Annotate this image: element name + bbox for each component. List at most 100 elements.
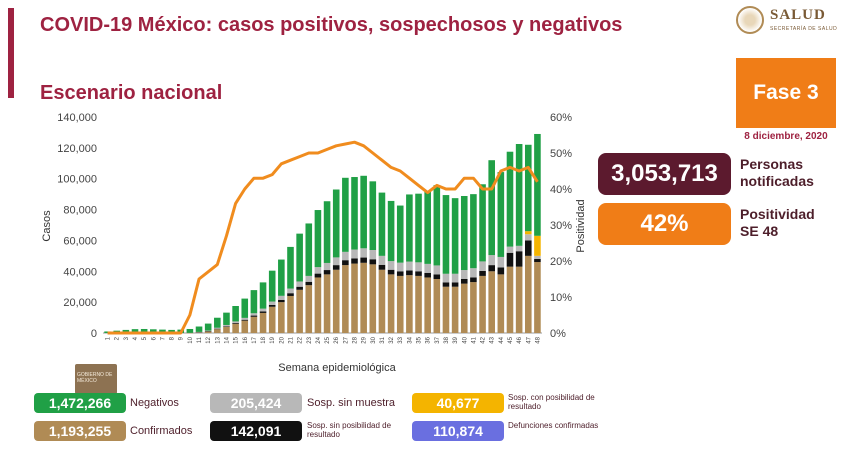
y2-tick-label: 20%	[550, 256, 572, 268]
x-tick-label: 12	[206, 336, 212, 343]
bar-segment	[442, 195, 450, 274]
x-tick-label: 16	[243, 336, 249, 343]
x-axis-label: Semana epidemiológica	[278, 362, 396, 374]
y-tick-label: 80,000	[63, 205, 97, 217]
bar-segment	[406, 194, 413, 262]
bar-segment	[278, 302, 285, 333]
bar-segment	[351, 249, 358, 259]
bar-segment	[378, 264, 386, 270]
bar-segment	[479, 184, 486, 262]
x-tick-label: 1	[106, 336, 112, 340]
bar-segment	[479, 270, 486, 276]
x-tick-label: 31	[380, 336, 386, 343]
bar-segment	[369, 181, 377, 250]
bar-segment	[195, 331, 203, 333]
bar-segment	[332, 257, 340, 266]
bar-segment	[323, 270, 331, 275]
bar-segment	[415, 193, 422, 263]
y-tick-label: 0	[91, 328, 97, 340]
y2-tick-label: 40%	[550, 184, 572, 196]
x-tick-label: 18	[261, 336, 267, 343]
bar-segment	[259, 308, 267, 312]
bar-segment	[305, 223, 313, 276]
bar-segment	[278, 299, 285, 303]
x-tick-label: 4	[133, 336, 139, 340]
bar-segment	[378, 255, 386, 265]
legend-no-possible-label: Sosp. sin posibilidad de resultado	[307, 421, 392, 439]
bar-segment	[424, 263, 431, 273]
x-tick-label: 36	[426, 336, 432, 343]
x-tick-label: 33	[398, 336, 404, 343]
title-accent-bar	[8, 8, 14, 98]
bar-segment	[305, 275, 313, 282]
bar-segment	[369, 264, 377, 333]
x-tick-label: 11	[197, 336, 203, 343]
x-tick-label: 45	[508, 336, 514, 343]
bar-segment	[351, 263, 358, 333]
bar-segment	[223, 312, 230, 325]
bar-segment	[506, 252, 514, 267]
bar-segment	[131, 329, 139, 333]
x-tick-label: 3	[124, 336, 130, 340]
bar-segment	[250, 313, 258, 316]
x-tick-label: 28	[353, 336, 359, 343]
x-tick-label: 41	[471, 336, 477, 343]
notified-label: Personas notificadas	[740, 156, 814, 189]
x-tick-label: 13	[215, 336, 221, 343]
x-tick-label: 10	[188, 336, 194, 343]
bar-segment	[296, 233, 303, 282]
bar-segment	[204, 330, 212, 332]
bar-segment	[433, 274, 441, 279]
bar-segment	[424, 272, 431, 278]
legend-no-possible-value: 142,091	[210, 421, 302, 441]
bar-segment	[488, 265, 495, 272]
bar-segment	[278, 295, 285, 300]
bar-segment	[150, 329, 157, 333]
bar-segment	[479, 261, 486, 271]
bar-segment	[232, 323, 239, 333]
phase-badge: Fase 3	[736, 58, 836, 128]
x-tick-label: 30	[371, 336, 377, 343]
bar-segment	[223, 324, 230, 327]
bar-segment	[524, 255, 532, 333]
bar-segment	[470, 277, 477, 283]
bar-segment	[195, 332, 203, 333]
x-tick-label: 46	[517, 336, 523, 343]
bar-segment	[506, 246, 514, 253]
legend-confirmed-value: 1,193,255	[34, 421, 126, 441]
y2-tick-label: 60%	[550, 112, 572, 124]
bar-segment	[387, 269, 395, 275]
bar-segment	[488, 160, 495, 256]
bar-segment	[268, 306, 276, 333]
bar-segment	[460, 279, 468, 284]
bar-segment	[323, 274, 331, 333]
bar-segment	[287, 288, 294, 294]
y2-tick-label: 50%	[550, 148, 572, 160]
y2-axis-label: Positividad	[575, 199, 587, 252]
y-tick-label: 100,000	[57, 174, 97, 186]
bar-segment	[204, 331, 212, 332]
y-tick-label: 140,000	[57, 112, 97, 124]
bar-segment	[515, 144, 523, 246]
bar-segment	[122, 329, 130, 333]
legend-confirmed-label: Confirmados	[130, 425, 193, 437]
legend-negatives-value: 1,472,266	[34, 393, 126, 413]
legend-negatives-label: Negativos	[130, 397, 179, 409]
bar-segment	[497, 172, 505, 257]
bar-segment	[396, 271, 404, 276]
x-tick-label: 5	[142, 336, 148, 340]
x-tick-label: 8	[170, 336, 176, 340]
bar-segment	[250, 315, 258, 317]
bar-segment	[323, 262, 331, 271]
legend-no-sample-label: Sosp. sin muestra	[307, 397, 396, 409]
bar-segment	[524, 144, 532, 232]
bar-segment	[488, 255, 495, 266]
bar-segment	[534, 262, 541, 333]
bar-segment	[470, 268, 477, 278]
bar-segment	[497, 256, 505, 268]
bar-segment	[515, 251, 523, 267]
bar-segment	[332, 189, 340, 258]
eagle-seal-icon	[736, 6, 764, 34]
bar-segment	[278, 259, 285, 296]
bar-segment	[259, 282, 267, 309]
